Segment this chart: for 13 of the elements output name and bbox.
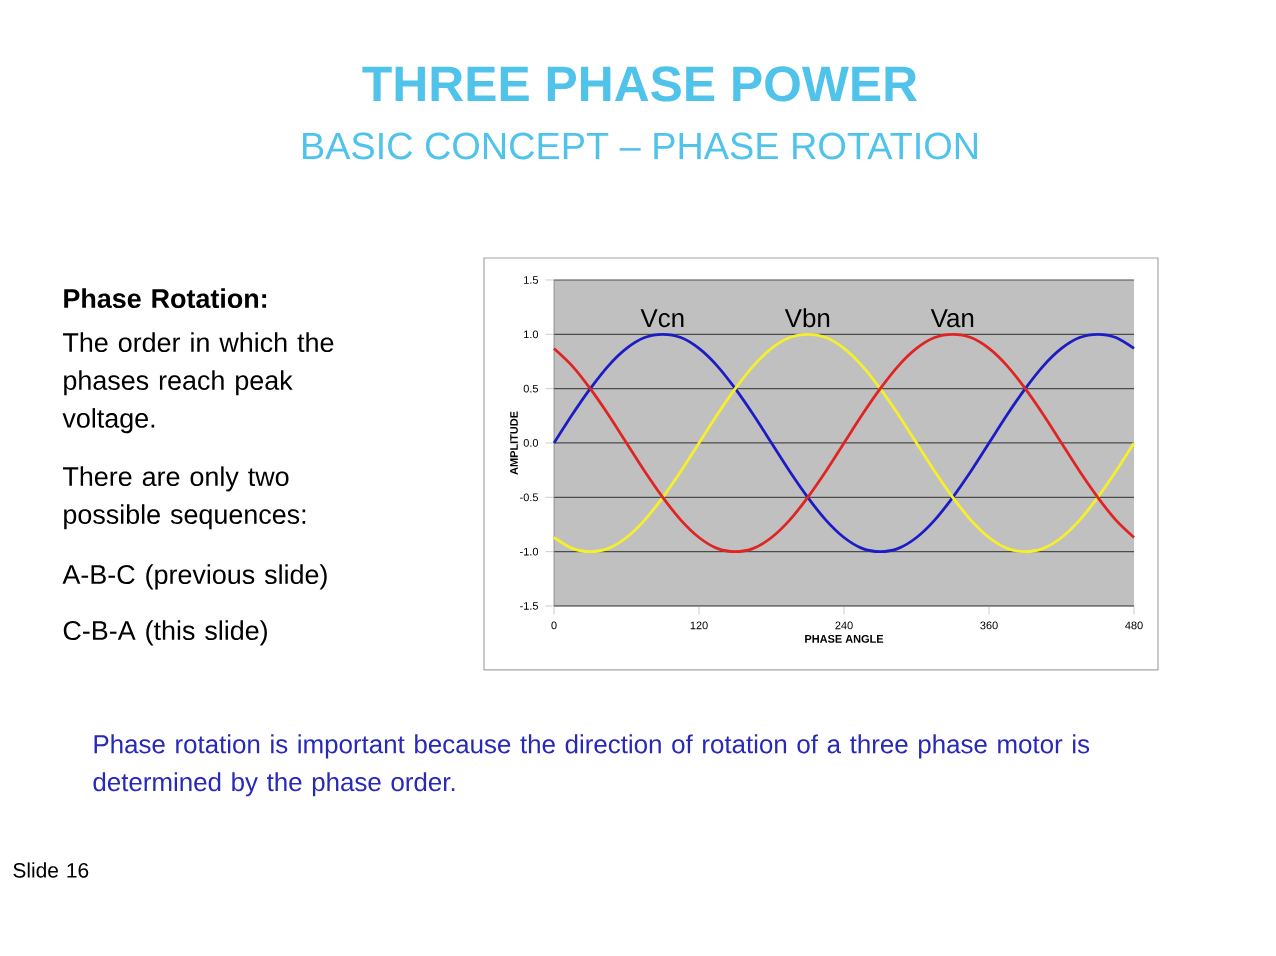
text: There are only two possible sequences: (63, 466, 306, 530)
line-series (552, 332, 1136, 554)
chart-title: THREE PHASE POWER (362, 66, 918, 102)
text: Slide 16 (13, 862, 89, 878)
series-label: Vbn (784, 308, 830, 328)
text: A-B-C (previous slide) (62, 564, 327, 590)
series-label: Van (930, 309, 974, 328)
text: Phase rotation is important because the direction of rotation of a three phase motor is determined by the phase order. (93, 734, 1090, 797)
series-label: Vcn (640, 309, 684, 328)
text: The order in which the phases reach peak voltage. (62, 332, 334, 434)
chart-subtitle: BASIC CONCEPT – PHASE ROTATION (303, 132, 977, 160)
text: C-B-A (this slide) (63, 620, 267, 646)
text: Phase Rotation: (64, 288, 267, 309)
